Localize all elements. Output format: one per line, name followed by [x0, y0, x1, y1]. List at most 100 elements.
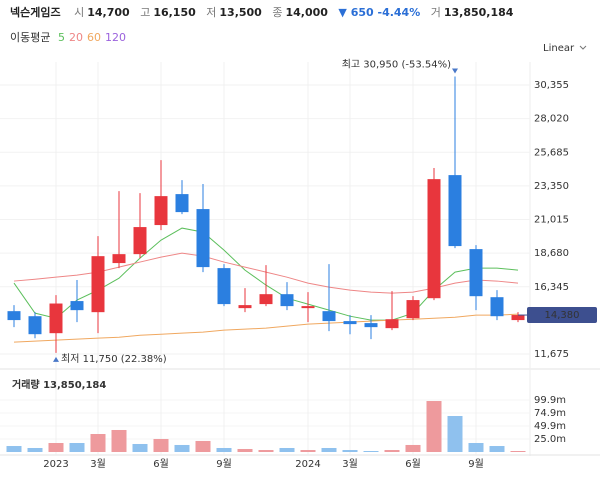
candle-body	[7, 311, 21, 321]
low-value: 13,500	[219, 6, 262, 19]
high-value: 16,150	[153, 6, 196, 19]
candle-body	[301, 306, 315, 309]
ma-legend: 이동평균 5 20 60 120	[10, 29, 130, 45]
legend-entry: 60	[86, 31, 101, 44]
volume-tick-label: 99.9m	[534, 395, 566, 406]
x-tick-label: 9월	[216, 458, 232, 470]
y-tick-label: 25,685	[534, 147, 569, 158]
candle-body	[427, 179, 441, 299]
candle-body	[49, 303, 63, 334]
low-annotation: 최저 11,750 (22.38%)	[61, 353, 167, 365]
candle-body	[280, 294, 294, 307]
ma-title: 이동평균	[10, 31, 51, 44]
volume-bar	[195, 440, 211, 452]
volume-bar	[132, 443, 148, 452]
volume-bar	[237, 448, 253, 452]
stock-name: 넥슨게임즈	[10, 6, 61, 19]
x-tick-label: 6월	[405, 458, 421, 470]
volume-bar	[510, 451, 526, 452]
candle-body	[112, 254, 126, 264]
y-tick-label: 11,675	[534, 349, 569, 360]
high-annotation: 최고 30,950 (-53.54%)	[342, 58, 451, 70]
candle-body	[28, 316, 42, 335]
volume-bar	[300, 450, 316, 452]
candle-body	[259, 294, 273, 305]
volume-bar	[216, 447, 232, 452]
open-value: 14,700	[87, 6, 130, 19]
legend-entry: 5	[57, 31, 65, 44]
volume-bar	[6, 446, 22, 452]
y-tick-label: 28,020	[534, 114, 569, 125]
candle-body	[91, 256, 105, 313]
open-label: 시	[74, 6, 85, 19]
candle-body	[448, 175, 462, 247]
current-price-label: 14,380	[545, 310, 580, 321]
candle-body	[343, 321, 357, 325]
volume-tick-label: 25.0m	[534, 434, 566, 445]
volume-bar	[153, 438, 169, 452]
low-marker	[53, 356, 59, 362]
x-tick-label: 3월	[90, 458, 106, 470]
candle-body	[238, 305, 252, 309]
volume-bar	[426, 401, 442, 452]
close-value: 14,000	[285, 6, 328, 19]
legend-entry: 20	[68, 31, 83, 44]
candle-body	[196, 209, 210, 268]
volume-bar	[258, 450, 274, 452]
candle-body	[175, 194, 189, 213]
candle-body	[490, 297, 504, 317]
volume-bar	[405, 444, 421, 452]
legend-entry: 120	[104, 31, 126, 44]
candle-body	[154, 196, 168, 226]
y-tick-label: 18,680	[534, 248, 569, 259]
x-tick-label: 9월	[468, 458, 484, 470]
candle-body	[364, 323, 378, 328]
volume-bar	[321, 447, 337, 452]
candle-body	[511, 315, 525, 321]
low-label: 저	[206, 6, 217, 19]
volume-tick-label: 74.9m	[534, 408, 566, 419]
volume-bar	[363, 451, 379, 452]
volume-bar	[111, 429, 127, 452]
close-label: 종	[272, 6, 283, 19]
volume-bar	[447, 415, 463, 452]
volume-label: 거	[430, 6, 441, 19]
candle-body	[406, 300, 420, 319]
high-label: 고	[140, 6, 151, 19]
x-tick-label: 2023	[43, 459, 68, 470]
quote-header: 넥슨게임즈 시 14,700 고 16,150 저 13,500 종 14,000 ▼ …	[10, 4, 520, 20]
candle-body	[70, 301, 84, 311]
volume-tick-label: 49.9m	[534, 421, 566, 432]
volume-value: 13,850,184	[443, 6, 514, 19]
volume-bar	[27, 447, 43, 452]
volume-bar	[279, 447, 295, 452]
x-tick-label: 3월	[342, 458, 358, 470]
y-tick-label: 30,355	[534, 80, 569, 91]
high-marker	[452, 68, 458, 74]
volume-bar	[489, 446, 505, 452]
y-tick-label: 21,015	[534, 215, 569, 226]
candle-body	[322, 311, 336, 322]
volume-bar	[90, 433, 106, 452]
candle-body	[217, 268, 231, 305]
x-tick-label: 2024	[295, 459, 320, 470]
volume-title: 거래량 13,850,184	[12, 378, 106, 391]
volume-bar	[48, 442, 64, 452]
ma-line	[13, 313, 519, 343]
change: ▼ 650 -4.44%	[338, 6, 421, 19]
candle-body	[385, 319, 399, 329]
scale-label: Linear	[543, 43, 575, 54]
y-tick-label: 16,345	[534, 282, 569, 293]
volume-bar	[174, 444, 190, 452]
y-tick-label: 23,350	[534, 181, 569, 192]
candle-body	[133, 227, 147, 255]
volume-bar	[384, 450, 400, 452]
volume-bar	[342, 450, 358, 452]
volume-bar	[468, 442, 484, 452]
scale-chevron	[579, 45, 587, 50]
candle-body	[469, 249, 483, 297]
current-price-box	[527, 307, 597, 324]
x-tick-label: 6월	[153, 458, 169, 470]
